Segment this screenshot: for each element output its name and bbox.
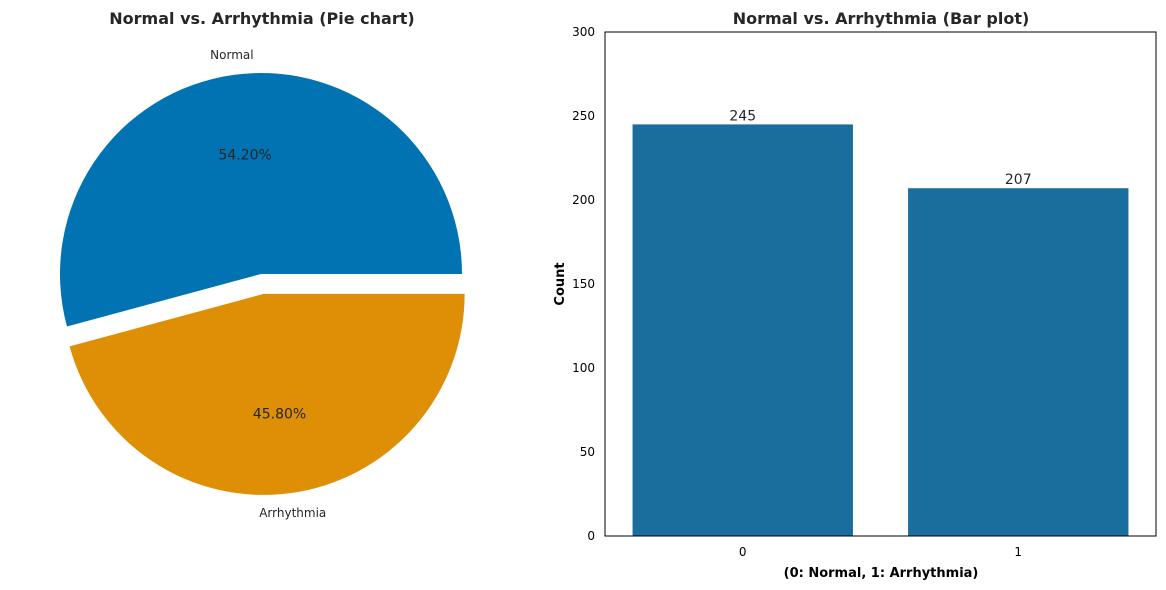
y-tick-label: 0 bbox=[587, 529, 595, 543]
y-tick-label: 300 bbox=[572, 25, 595, 39]
bar-value-label-1: 207 bbox=[1005, 172, 1032, 188]
y-tick-label: 100 bbox=[572, 361, 595, 375]
y-tick-label: 200 bbox=[572, 193, 595, 207]
bar-plot-frame bbox=[604, 31, 1157, 537]
y-tick-label: 250 bbox=[572, 109, 595, 123]
pie-percent-normal: 54.20% bbox=[218, 147, 271, 163]
pie-chart-panel: Normal vs. Arrhythmia (Pie chart) Normal… bbox=[59, 9, 465, 520]
pie-slice-normal bbox=[59, 72, 463, 327]
bar-value-label-0: 245 bbox=[729, 108, 756, 124]
y-axis-label: Count bbox=[553, 262, 568, 305]
bar-category-0 bbox=[632, 124, 853, 537]
pie-percent-arrhythmia: 45.80% bbox=[253, 406, 306, 422]
y-tick-label: 50 bbox=[580, 445, 595, 459]
pie-chart-title: Normal vs. Arrhythmia (Pie chart) bbox=[109, 9, 414, 28]
pie-label-normal: Normal bbox=[210, 48, 253, 62]
bar-chart-panel: Normal vs. Arrhythmia (Bar plot) 245 207… bbox=[553, 9, 1157, 581]
pie-slice-arrhythmia bbox=[69, 293, 465, 495]
bar-category-1 bbox=[908, 188, 1129, 537]
x-tick-label-1: 1 bbox=[1014, 545, 1022, 559]
y-tick-label: 150 bbox=[572, 277, 595, 291]
pie-label-arrhythmia: Arrhythmia bbox=[259, 506, 326, 520]
x-tick-label-0: 0 bbox=[739, 545, 747, 559]
x-axis-label: (0: Normal, 1: Arrhythmia) bbox=[784, 566, 979, 581]
bar-chart-title: Normal vs. Arrhythmia (Bar plot) bbox=[733, 9, 1030, 28]
